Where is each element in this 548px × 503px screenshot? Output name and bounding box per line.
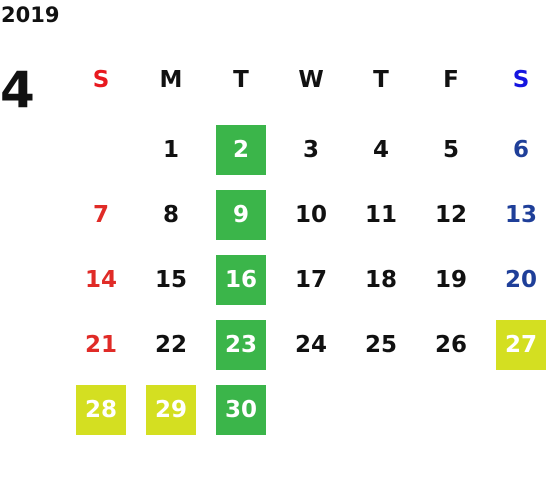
day-highlighted: 9: [216, 190, 266, 240]
weekday-header: W: [298, 67, 324, 93]
weekday-header: M: [159, 67, 183, 93]
day: 26: [434, 332, 467, 358]
day: 6: [512, 137, 529, 163]
day: 11: [364, 202, 397, 228]
day-highlighted: 27: [496, 320, 546, 370]
day: 3: [302, 137, 319, 163]
day: 1: [162, 137, 179, 163]
day-highlighted: 23: [216, 320, 266, 370]
day: 24: [294, 332, 327, 358]
day: 10: [294, 202, 327, 228]
year: 2019: [1, 3, 60, 27]
day: 14: [84, 267, 117, 293]
day: 19: [434, 267, 467, 293]
day-highlighted: 29: [146, 385, 196, 435]
day: 22: [154, 332, 187, 358]
day: 15: [154, 267, 187, 293]
day-highlighted: 30: [216, 385, 266, 435]
month: 4: [0, 61, 35, 119]
day: 25: [364, 332, 397, 358]
weekday-header: T: [233, 67, 249, 93]
weekday-header: S: [92, 67, 110, 93]
day: 13: [504, 202, 537, 228]
weekday-header: F: [443, 67, 459, 93]
day-highlighted: 16: [216, 255, 266, 305]
day: 7: [92, 202, 109, 228]
weekday-header: T: [373, 67, 389, 93]
day: 5: [442, 137, 459, 163]
day: 17: [294, 267, 327, 293]
weekday-header: S: [512, 67, 530, 93]
day: 20: [504, 267, 537, 293]
day: 21: [84, 332, 117, 358]
day-highlighted: 2: [216, 125, 266, 175]
day: 4: [372, 137, 389, 163]
day: 8: [162, 202, 179, 228]
day-highlighted: 28: [76, 385, 126, 435]
day: 18: [364, 267, 397, 293]
day: 12: [434, 202, 467, 228]
